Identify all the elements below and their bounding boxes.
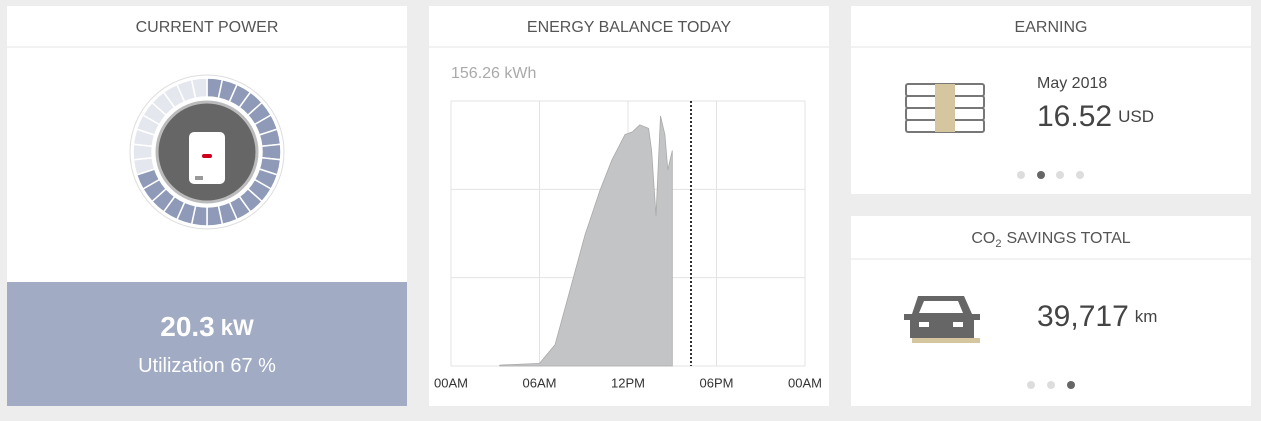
power-unit: kW (221, 315, 254, 340)
panel-title: EARNING (1015, 19, 1088, 36)
energy-total: 156.26 kWh (451, 65, 536, 82)
x-tick-label: 06AM (523, 375, 557, 390)
chart: 00AM 06AM 12PM 06PM 00AM (434, 100, 822, 390)
power-value: 20.3 kW (160, 311, 254, 342)
power-band (7, 282, 407, 406)
inverter-led (202, 154, 212, 158)
gauge-segment (190, 77, 208, 100)
panel-title: ENERGY BALANCE TODAY (527, 19, 732, 36)
co2-unit: km (1135, 307, 1158, 326)
co2-title-prefix: CO (971, 230, 995, 247)
separators (7, 46, 1251, 260)
earning-period: May 2018 (1037, 75, 1107, 92)
x-tick-label: 06PM (700, 375, 734, 390)
utilization-unit: % (258, 355, 276, 377)
co2-title-suffix: SAVINGS TOTAL (1006, 230, 1130, 247)
earning-value: 16.52 USD (1037, 100, 1154, 133)
panel-title: CO2 SAVINGS TOTAL (971, 230, 1130, 250)
co2-number: 39,717 (1037, 300, 1129, 333)
panel-title: CURRENT POWER (136, 19, 279, 36)
co2-value: 39,717 km (1037, 300, 1157, 333)
power-number: 20.3 (160, 311, 215, 342)
earning-amount: 16.52 (1037, 100, 1112, 133)
x-tick-label: 00AM (434, 375, 468, 390)
utilization: Utilization 67 % (138, 355, 276, 377)
x-tick-label: 00AM (788, 375, 822, 390)
co2-title-subscript: 2 (995, 238, 1001, 250)
pager (1017, 171, 1084, 179)
earning-currency: USD (1118, 107, 1154, 126)
utilization-label: Utilization (138, 355, 225, 377)
utilization-value: 67 (230, 355, 252, 377)
area (499, 115, 673, 367)
x-tick-label: 12PM (611, 375, 645, 390)
car-icon (904, 296, 980, 343)
inverter-display (195, 176, 203, 180)
pager (1027, 381, 1075, 389)
money-icon (905, 83, 985, 133)
